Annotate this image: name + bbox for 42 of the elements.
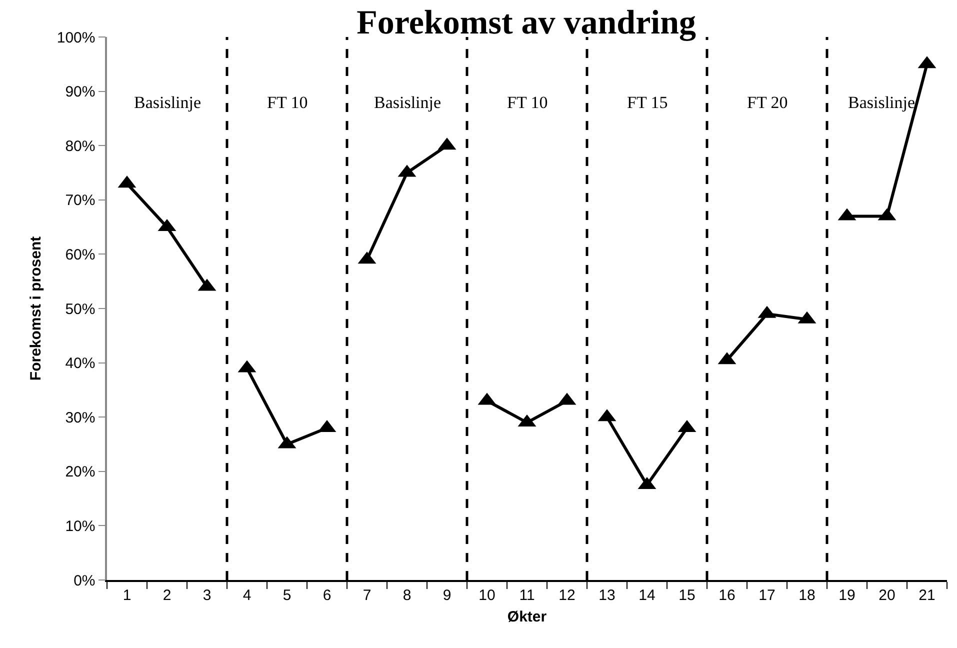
annotation: FT 10 <box>267 93 308 112</box>
x-tick-label: 4 <box>242 586 252 604</box>
x-tick-label: 9 <box>442 586 452 604</box>
y-tick-label: 80% <box>65 138 96 155</box>
chart-title: Forekomst av vandring <box>356 4 696 42</box>
x-tick-label: 7 <box>362 586 372 604</box>
y-tick-label: 100% <box>56 29 96 46</box>
x-axis-title: Økter <box>507 608 547 626</box>
y-tick-label: 0% <box>74 572 96 590</box>
y-tick-label: 70% <box>65 192 96 210</box>
x-tick-label: 11 <box>519 586 535 604</box>
y-axis-title: Forekomst i prosent <box>28 236 45 381</box>
x-tick-label: 12 <box>558 586 576 604</box>
x-tick-label: 2 <box>162 586 172 604</box>
x-tick-label: 21 <box>918 586 936 604</box>
x-tick-label: 8 <box>402 586 412 604</box>
y-tick-label: 20% <box>65 464 96 481</box>
x-tick-label: 13 <box>598 586 616 604</box>
annotation: FT 20 <box>747 93 788 112</box>
y-tick-label: 30% <box>65 409 96 426</box>
annotation: FT 15 <box>627 93 668 112</box>
x-tick-label: 3 <box>202 586 212 604</box>
y-tick-label: 90% <box>65 84 96 101</box>
annotation: Basislinje <box>134 93 202 112</box>
y-tick-label: 10% <box>65 518 96 535</box>
x-tick-label: 1 <box>122 586 132 604</box>
y-tick-label: 40% <box>65 355 96 372</box>
x-tick-label: 19 <box>838 586 856 604</box>
annotation: FT 10 <box>507 93 548 112</box>
y-tick-label: 60% <box>65 246 96 264</box>
x-tick-label: 5 <box>282 586 292 604</box>
x-tick-label: 6 <box>322 586 332 604</box>
x-tick-label: 15 <box>678 586 696 604</box>
x-tick-label: 20 <box>878 586 896 604</box>
y-tick-label: 50% <box>65 300 96 318</box>
x-tick-label: 18 <box>798 586 816 604</box>
x-tick-label: 17 <box>758 586 776 604</box>
x-tick-label: 10 <box>478 586 496 604</box>
x-tick-label: 14 <box>638 586 656 604</box>
annotation: Basislinje <box>848 93 916 112</box>
x-tick-label: 16 <box>718 586 736 604</box>
annotation: Basislinje <box>374 93 442 112</box>
